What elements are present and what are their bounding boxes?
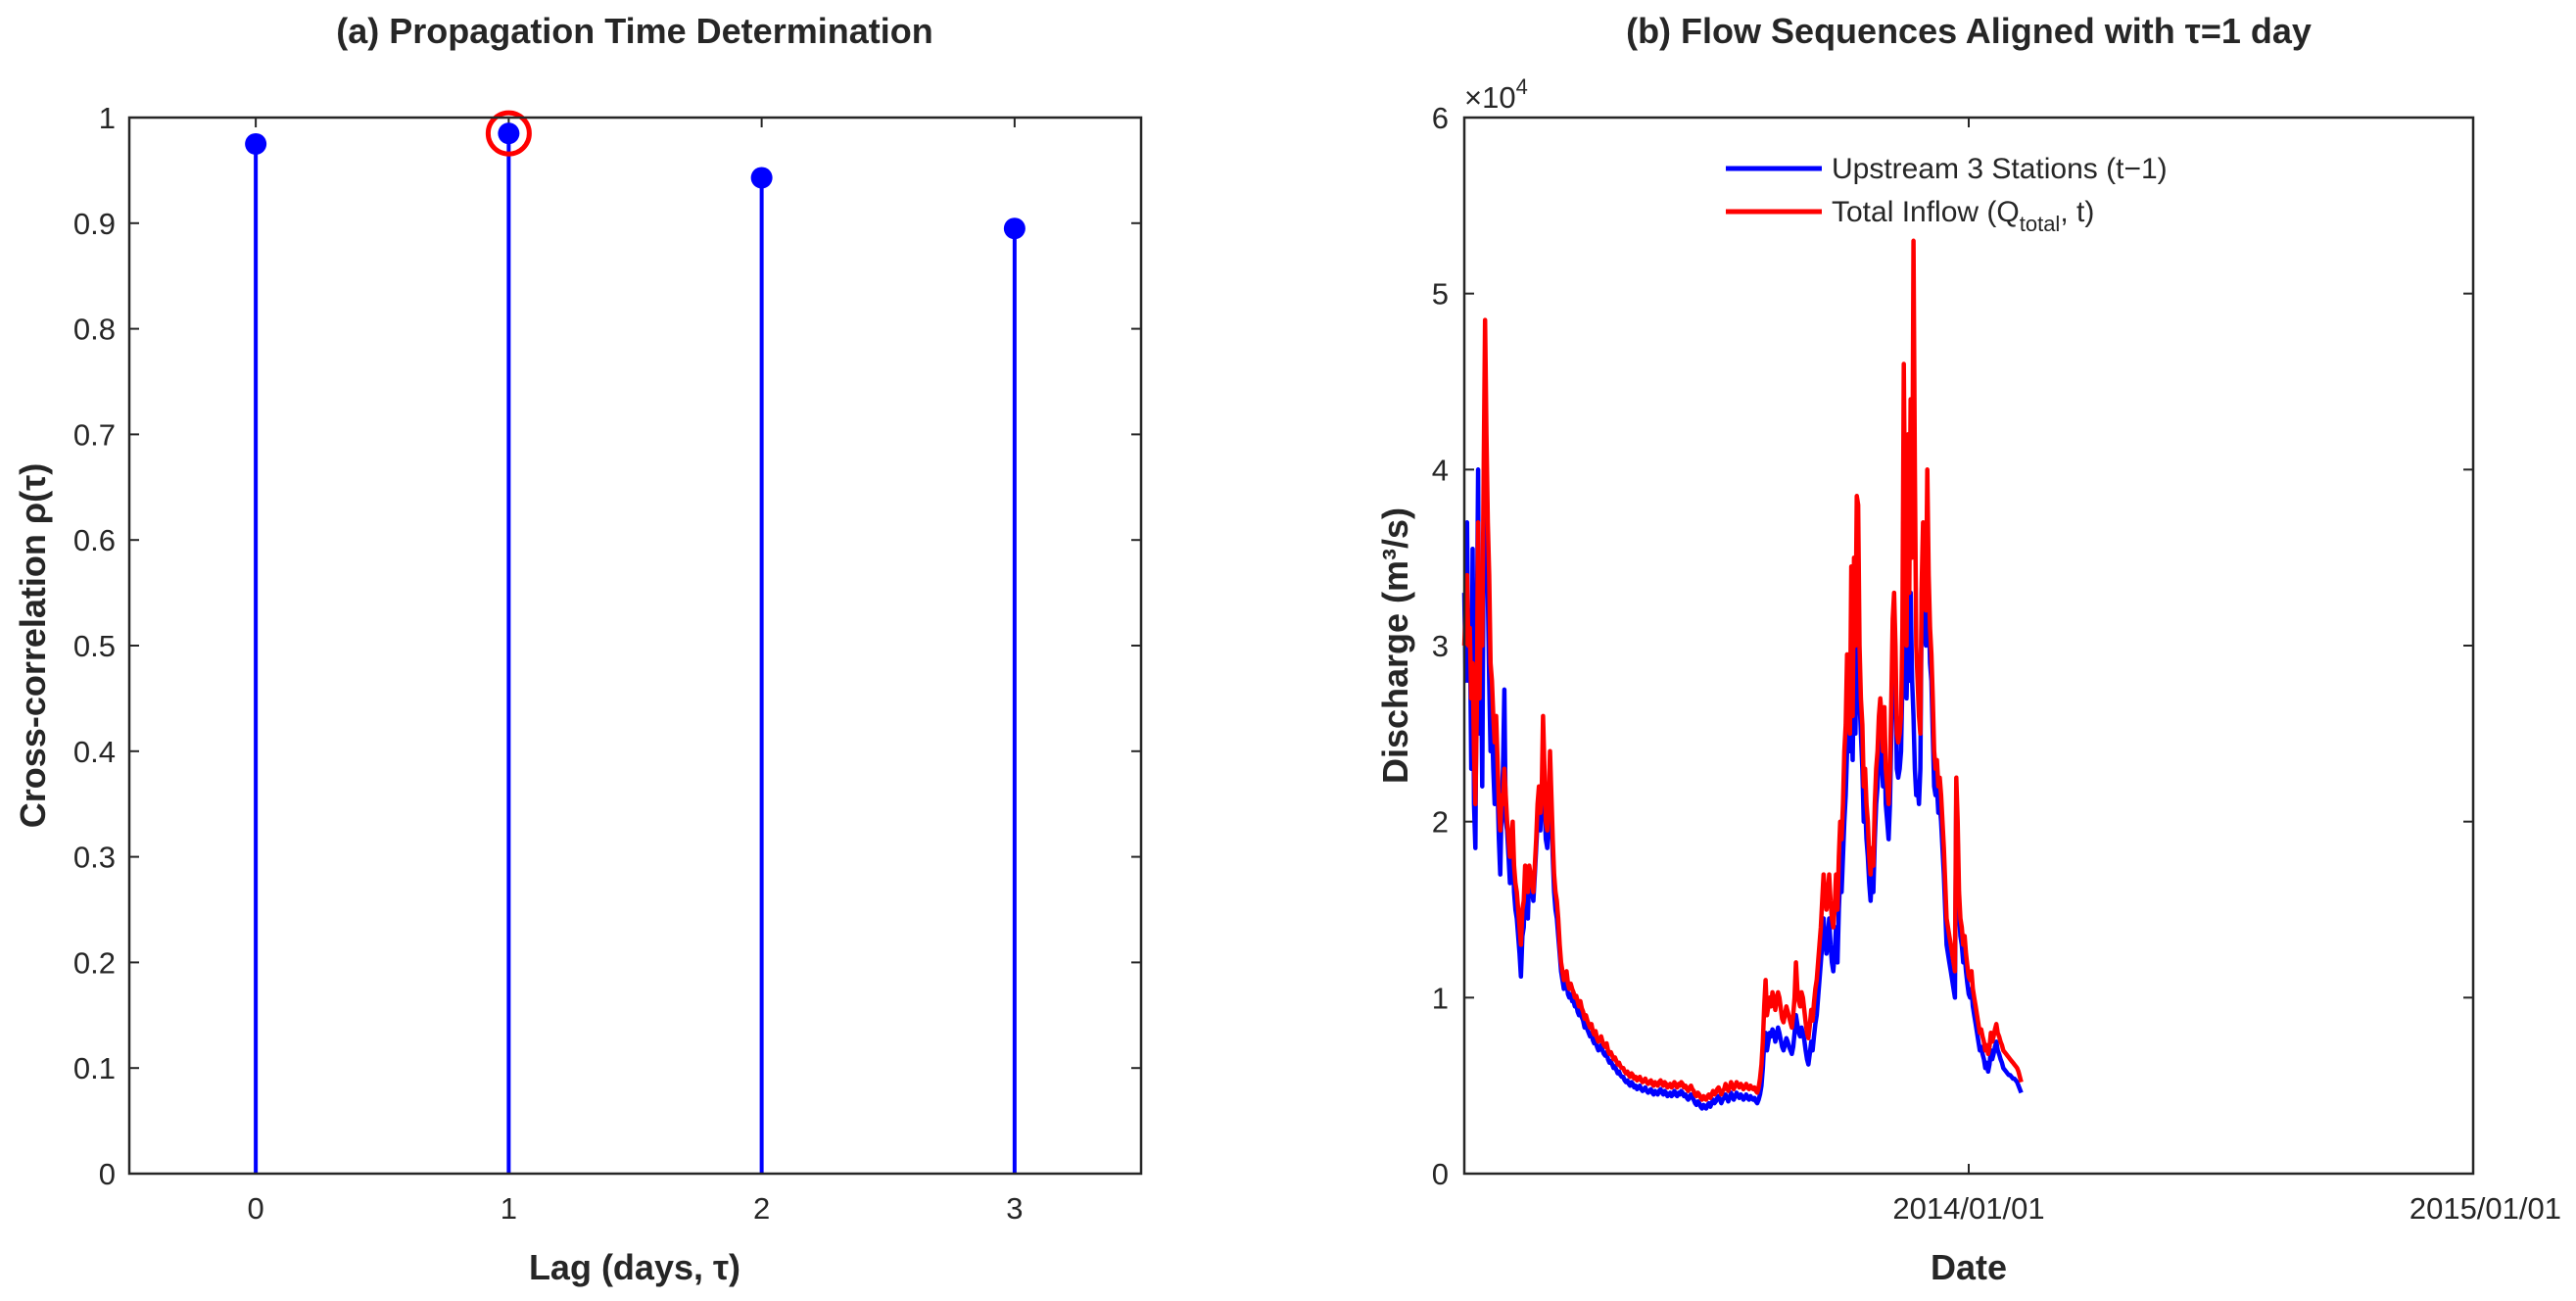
panel-a-xtick-label: 2 [753,1191,770,1226]
legend-label-total-sub: total [2020,212,2061,236]
panel-b-xtick-label: 2015/01/01 [2409,1191,2561,1226]
panel-b-ytick-label: 6 [1432,101,1449,135]
stem-marker-lag-0 [245,132,267,155]
panel-b-ytick-label: 0 [1432,1157,1449,1191]
panel-b-axes-box [1462,116,2475,1176]
panel-b-exponent: ×104 [1464,74,1528,115]
panel-b-ytick-label: 4 [1432,453,1449,487]
panel-a-ticks: 0 0.1 0.2 0.3 0.4 0.5 0.6 0.7 0.8 0.9 1 0 1 2 3 [73,101,1141,1226]
panel-b-xlabel: Date [1931,1247,2007,1287]
panel-a-xtick-label: 3 [1006,1191,1023,1226]
panel-a-ytick-label: 0.7 [73,417,116,452]
stem-marker-lag-1 [498,122,520,145]
panel-a-ytick-label: 0.9 [73,207,116,241]
panel-a-ylabel: Cross-correlation ρ(τ) [13,463,53,828]
panel-a-ytick-label: 0 [99,1157,116,1191]
panel-a-xtick-label: 1 [501,1191,517,1226]
stem-marker-lag-3 [1003,217,1026,240]
panel-a-ytick-label: 0.5 [73,629,116,663]
panel-b-ytick-label: 5 [1432,277,1449,312]
panel-a-xlabel: Lag (days, τ) [529,1247,740,1287]
panel-a-ytick-label: 0.2 [73,945,116,980]
stem-marker-lag-2 [750,167,773,189]
panel-b-ylabel: Discharge (m³/s) [1375,507,1415,784]
panel-a-ytick-label: 0.8 [73,313,116,347]
legend-label-total-tail: , t) [2060,196,2094,228]
max-correlation-highlight [485,110,532,157]
panel-b-exponent-power: 4 [1516,74,1528,99]
legend-label-total: Total Inflow (Qtotal, t) [1832,196,2094,236]
panel-a-ytick-label: 0.1 [73,1051,116,1085]
panel-a-ytick-label: 0.4 [73,735,116,769]
panel-b-xtick-label: 2014/01/01 [1892,1191,2044,1226]
panel-b: (b) Flow Sequences Aligned with τ=1 day … [1375,11,2561,1287]
panel-b-ytick-label: 3 [1432,629,1449,663]
panel-a-ytick-label: 1 [99,101,116,135]
panel-a: (a) Propagation Time Determination 00.10… [13,11,1143,1287]
panel-b-ytick-label: 2 [1432,805,1449,840]
panel-b-legend: Upstream 3 Stations (t−1) Total Inflow (… [1726,153,2168,236]
series-line-total-inflow [1461,238,2024,1102]
panel-b-ticks: 0 1 2 3 4 5 6 2014/01/01 2015/01/01 [1432,101,2561,1226]
legend-label-upstream: Upstream 3 Stations (t−1) [1832,153,2168,185]
panel-a-ytick-label: 0.3 [73,841,116,875]
panel-b-exponent-base: ×10 [1464,80,1516,115]
panel-a-title: (a) Propagation Time Determination [336,11,932,51]
panel-a-axes-box [127,116,1143,1176]
panel-b-lines [1461,238,2024,1111]
panel-b-ytick-label: 1 [1432,981,1449,1015]
panel-a-ytick-label: 0.6 [73,523,116,557]
panel-b-title: (b) Flow Sequences Aligned with τ=1 day [1626,11,2312,51]
panel-a-stems [245,110,1026,1174]
legend-label-total-main: Total Inflow (Q [1832,196,2020,228]
panel-a-xtick-label: 0 [248,1191,264,1226]
